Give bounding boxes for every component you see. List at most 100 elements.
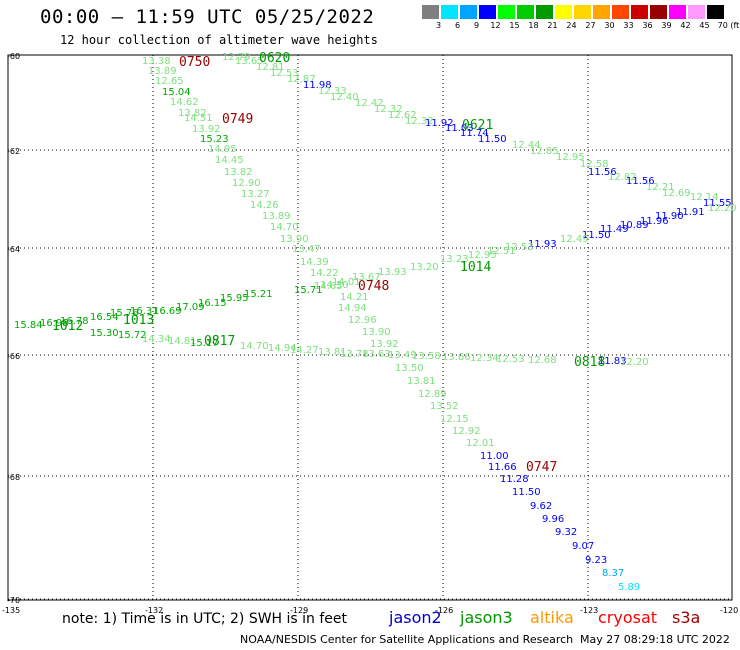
legend-swatch — [441, 5, 458, 19]
swh-label: 12.58 — [580, 159, 609, 170]
legend-swatch — [536, 5, 553, 19]
legend-swatch — [593, 5, 610, 19]
swh-label: 13.92 — [370, 339, 399, 350]
swh-label: 15.17 — [190, 338, 219, 349]
swh-label: 11.56 — [588, 167, 617, 178]
swh-label: 13.58 — [412, 351, 441, 362]
legend-label: 12 — [490, 21, 501, 30]
swh-label: 11.96 — [640, 216, 669, 227]
lat-tick-label: -68 — [7, 473, 20, 482]
legend-swatch — [479, 5, 496, 19]
swh-label: 14.70 — [240, 341, 269, 352]
swh-label: 14.22 — [310, 268, 339, 279]
legend-swatch — [631, 5, 648, 19]
swh-label: 14.30 — [320, 280, 349, 291]
swh-label: 11.03 — [445, 123, 474, 134]
swh-label: 14.51 — [184, 113, 213, 124]
legend-swatch — [707, 5, 724, 19]
swh-label: 15.30 — [90, 328, 119, 339]
swh-label: 13.49 — [388, 350, 417, 361]
legend-swatch — [650, 5, 667, 19]
swh-label: 11.74 — [460, 128, 489, 139]
swh-label: 15.21 — [244, 289, 273, 300]
swh-label: 11.00 — [480, 451, 509, 462]
swh-label: 12.33 — [318, 86, 347, 97]
pass-time-label: 1013 — [123, 313, 154, 328]
swh-label: 17.09 — [176, 302, 205, 313]
swh-label: 14.39 — [300, 257, 329, 268]
swh-label: 12.21 — [646, 182, 675, 193]
credit-line: NOAA/NESDIS Center for Satellite Applica… — [240, 633, 574, 646]
swh-label: 9.32 — [555, 527, 577, 538]
swh-label: 13.89 — [262, 211, 291, 222]
swh-label: 11.56 — [626, 176, 655, 187]
swh-label: 12.65 — [155, 76, 184, 87]
legend-swatch — [460, 5, 477, 19]
page-subtitle: 12 hour collection of altimeter wave hei… — [60, 33, 378, 47]
swh-label: 13.50 — [395, 363, 424, 374]
swh-label: 16.69 — [153, 306, 182, 317]
swh-label: 13.82 — [224, 167, 253, 178]
swh-label: 15.76 — [110, 308, 139, 319]
pass-time-label: 0817 — [204, 334, 235, 349]
swh-label: 13.90 — [362, 327, 391, 338]
swh-label: 14.81 — [168, 336, 197, 347]
pass-time-label: 0748 — [358, 279, 389, 294]
swh-label: 13.27 — [241, 189, 270, 200]
legend-label: 15 — [509, 21, 520, 30]
pass-time-label: 0621 — [462, 118, 493, 133]
swh-label: 12.96 — [348, 315, 377, 326]
swh-label: 13.52 — [430, 401, 459, 412]
swh-label: 9.23 — [585, 555, 607, 566]
swh-label: 12.53 — [505, 242, 534, 253]
lat-tick-label: -66 — [7, 352, 20, 361]
mission-cryosat: cryosat — [598, 608, 658, 627]
pass-time-label: 0818 — [574, 355, 605, 370]
legend-label: 33 — [623, 21, 634, 30]
swh-label: 14.94 — [268, 343, 297, 354]
pass-time-label: 0747 — [526, 460, 557, 475]
pass-time-labels: 0750 0620 0749 0621 1014 0748 1013 0817 0818 0747… — [52, 51, 605, 475]
swh-label: 16.54 — [90, 312, 119, 323]
axis-labels: -60 -62 -64 -66 -68 -70-135 -132 -129 -126 -123 -1… — [2, 52, 738, 615]
swh-label: 16.31 — [130, 306, 159, 317]
swh-label: 13.38 — [142, 56, 171, 67]
swh-label: 12.85 — [530, 146, 559, 157]
swh-label: 12.42 — [355, 98, 384, 109]
swh-label: 16.15 — [198, 298, 227, 309]
swh-label: 12.20 — [708, 203, 737, 214]
swh-label: 14.70 — [270, 222, 299, 233]
swh-label: 13.67 — [352, 272, 381, 283]
swh-label: 12.92 — [452, 426, 481, 437]
swh-label: 11.83 — [598, 356, 627, 367]
lat-tick-label: -62 — [7, 147, 20, 156]
swh-label: 11.66 — [488, 462, 517, 473]
swh-label: 12.62 — [388, 110, 417, 121]
lon-tick-label: -135 — [2, 606, 20, 615]
swh-label: 12.34 — [470, 353, 499, 364]
swh-label: 13.90 — [280, 234, 309, 245]
legend-label: 6 — [454, 21, 461, 30]
swh-label: 14.62 — [170, 97, 199, 108]
swh-label: 15.04 — [162, 87, 191, 98]
swh-label: 11.91 — [676, 207, 705, 218]
swh-label: 11.92 — [425, 118, 454, 129]
legend-swatch — [517, 5, 534, 19]
legend-swatch — [498, 5, 515, 19]
swh-label: 12.32 — [374, 104, 403, 115]
swh-label: 15.71 — [294, 285, 323, 296]
legend-swatch — [555, 5, 572, 19]
swh-label: 11.28 — [500, 474, 529, 485]
swh-label: 14.01 — [332, 277, 361, 288]
swh-label: 14.65 — [314, 281, 343, 292]
map-grid — [7, 54, 733, 600]
swh-label: 14.26 — [250, 200, 279, 211]
legend-swatch — [612, 5, 629, 19]
swh-label: 14.95 — [208, 144, 237, 155]
swh-label: 14.94 — [338, 303, 367, 314]
swh-label: 13.20 — [410, 262, 439, 273]
swh-label: 16.78 — [60, 316, 89, 327]
swh-label: 13.78 — [340, 349, 369, 360]
lon-tick-label: -129 — [290, 606, 308, 615]
swh-label: 11.50 — [582, 230, 611, 241]
